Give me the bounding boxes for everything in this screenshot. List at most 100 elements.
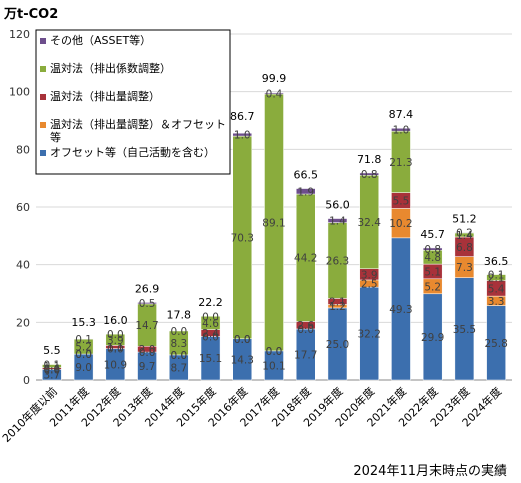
- segment-value-label: 0.0: [170, 350, 187, 362]
- segment-value-label: 0.6: [44, 363, 61, 375]
- segment-value-label: 0.0: [170, 350, 187, 362]
- y-tick-label: 60: [16, 201, 30, 214]
- segment-value-label: 26.3: [326, 255, 349, 267]
- segment-value-label: 1.2: [329, 301, 346, 313]
- y-tick-label: 40: [16, 259, 30, 272]
- segment-value-label: 2.6: [297, 320, 314, 332]
- bar-segment: [422, 247, 443, 251]
- total-value-label: 86.7: [230, 110, 255, 123]
- segment-value-label: 0.0: [266, 346, 283, 358]
- y-tick-label: 80: [16, 143, 30, 156]
- segment-value-label: 15.1: [199, 353, 222, 365]
- segment-value-label: 14.3: [231, 354, 254, 366]
- segment-value-label: 70.3: [231, 232, 254, 244]
- total-value-label: 36.5: [484, 255, 509, 268]
- segment-value-label: 7.3: [456, 262, 473, 274]
- segment-value-label: 29.9: [421, 332, 444, 344]
- total-value-label: 5.5: [43, 344, 61, 357]
- bar-segment: [200, 316, 221, 330]
- y-tick-label: 120: [9, 28, 30, 41]
- legend-swatch: [40, 38, 46, 44]
- bar-segment: [105, 333, 126, 346]
- segment-value-label: 49.3: [389, 304, 412, 316]
- total-value-label: 66.5: [293, 168, 318, 181]
- segment-value-label: 2.1: [329, 296, 346, 308]
- legend-entry-label: その他（ASSET等）: [50, 33, 151, 47]
- segment-value-label: 0.0: [44, 364, 61, 376]
- total-value-label: 87.4: [389, 108, 414, 121]
- segment-value-label: 0.0: [75, 349, 92, 361]
- segment-value-label: 0.1: [488, 269, 505, 281]
- bar-segment: [295, 188, 316, 195]
- segment-value-label: 5.2: [75, 342, 92, 354]
- segment-value-label: 8.3: [170, 338, 187, 350]
- bar-segment: [169, 330, 189, 356]
- segment-value-label: 25.0: [326, 339, 349, 351]
- segment-value-label: 3.9: [107, 335, 124, 347]
- segment-value-label: 4.8: [424, 252, 441, 264]
- segment-value-label: 1.9: [297, 186, 314, 198]
- segment-value-label: 9.7: [139, 361, 156, 373]
- segment-value-label: 0.8: [424, 244, 441, 256]
- segment-value-label: 0.0: [139, 347, 156, 359]
- y-tick-label: 100: [9, 86, 30, 99]
- total-value-label: 99.9: [262, 72, 287, 85]
- x-axis-ticks: 2010年度以前2011年度2012年度2013年度2014年度2015年度20…: [0, 384, 504, 445]
- legend-box: [35, 29, 231, 175]
- y-axis-ticks: 0 20 40 60 80 100 120: [9, 28, 30, 387]
- segment-value-label: 4.6: [202, 318, 219, 330]
- segment-value-label: 44.2: [294, 253, 317, 265]
- segment-value-label: 6.8: [456, 242, 473, 254]
- legend-entry-label: 温対法（排出係数調整）: [50, 61, 171, 75]
- segment-value-label: 0.0: [234, 334, 251, 346]
- segment-value-label: 0.2: [456, 228, 473, 240]
- segment-value-label: 0.4: [266, 88, 283, 100]
- segment-value-label: 3.9: [361, 269, 378, 281]
- legend: その他（ASSET等） 温対法（排出係数調整） 温対法（排出量調整） 温対法（排出量調…: [35, 29, 231, 175]
- segment-value-label: 3.7: [44, 370, 61, 382]
- legend-swatch: [40, 122, 46, 128]
- segment-value-label: 17.7: [294, 349, 317, 361]
- segment-value-label: 0.1: [44, 359, 61, 371]
- segment-value-label: 5.4: [488, 283, 505, 295]
- segment-value-label: 2.4: [202, 328, 219, 340]
- legend-entry-label: 温対法（排出量調整）: [50, 89, 160, 103]
- segment-value-label: 10.9: [104, 359, 127, 371]
- segment-value-label: 32.2: [358, 329, 381, 341]
- segment-value-label: 21.3: [389, 157, 412, 169]
- segment-value-label: 3.3: [488, 296, 505, 308]
- total-value-label: 51.2: [452, 212, 477, 225]
- legend-swatch: [40, 150, 46, 156]
- segment-value-label: 2.1: [488, 272, 505, 284]
- segment-value-label: 2.0: [139, 344, 156, 356]
- bar-segment: [359, 172, 379, 176]
- legend-swatch: [40, 94, 46, 100]
- bar-segment: [232, 132, 253, 137]
- total-data-labels: 5.5 15.3 16.0 26.9 17.8 22.2 86.7 99.9 66.5 56.0 7…: [43, 72, 508, 357]
- segment-value-label: 0.0: [266, 346, 283, 358]
- total-value-label: 26.9: [135, 282, 160, 295]
- bar-segment: [391, 128, 411, 132]
- total-value-label: 15.3: [71, 316, 96, 329]
- segment-value-label: 14.7: [135, 320, 158, 332]
- segment-value-label: 1.4: [456, 230, 473, 242]
- segment-value-label: 0.0: [297, 324, 314, 336]
- total-value-label: 71.8: [357, 153, 382, 166]
- segment-data-labels: 3.70.00.61.10.1 9.00.00.05.20.110.90.01.1…: [44, 88, 508, 381]
- total-value-label: 22.2: [198, 296, 223, 309]
- segment-value-label: 32.4: [358, 217, 382, 229]
- total-value-label: 17.8: [167, 309, 192, 322]
- segment-value-label: 8.7: [170, 362, 187, 374]
- segment-value-label: 35.5: [453, 324, 476, 336]
- segment-value-label: 0.5: [139, 298, 156, 310]
- data-as-of-note: 2024年11月末時点の実績: [353, 464, 507, 479]
- bar-segment: [454, 232, 475, 234]
- segment-value-label: 5.5: [393, 196, 410, 208]
- segment-value-label: 5.1: [424, 266, 441, 278]
- legend-entry-label: オフセット等（自己活動を含む）: [50, 145, 215, 159]
- segment-value-label: 89.1: [262, 217, 285, 229]
- segment-value-label: 0.0: [107, 344, 124, 356]
- segment-value-label: 10.2: [389, 218, 412, 230]
- segment-value-label: 0.0: [75, 349, 92, 361]
